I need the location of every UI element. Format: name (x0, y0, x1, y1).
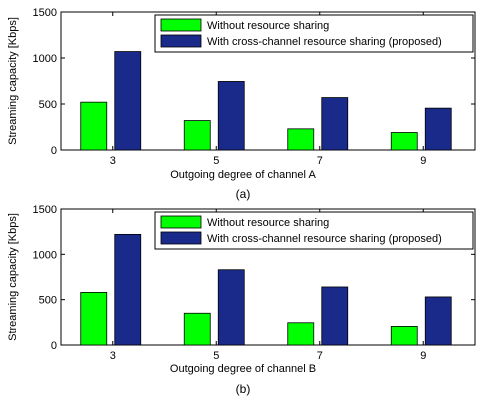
panel-caption: (a) (236, 187, 251, 201)
bar-without-sharing (390, 132, 418, 151)
y-tick-label: 0 (51, 145, 57, 157)
legend-label: With cross-channel resource sharing (pro… (207, 233, 442, 245)
x-tick-label: 3 (110, 155, 116, 167)
x-tick-label: 9 (420, 155, 426, 167)
x-tick-label: 5 (213, 350, 219, 362)
bar-with-sharing (424, 296, 452, 346)
chart-panel-1: 0 500 1000 1500 3 5 7 9 Outgoing degree of chann… (7, 7, 476, 201)
bar-with-sharing (321, 97, 349, 151)
y-axis-label: Streaming capacity [Kbps] (7, 213, 19, 341)
bar-without-sharing (287, 322, 315, 346)
bar-without-sharing (287, 128, 315, 151)
legend-box (154, 211, 474, 250)
x-axis-label: Outgoing degree of channel A (170, 169, 316, 181)
bar-with-sharing (114, 233, 142, 346)
legend-label: Without resource sharing (207, 20, 329, 32)
x-axis-label: Outgoing degree of channel B (170, 363, 316, 375)
y-tick-label: 1500 (33, 204, 57, 216)
x-tick-label: 5 (213, 155, 219, 167)
y-tick-label: 1000 (33, 53, 57, 65)
y-tick-label: 1000 (33, 249, 57, 261)
x-tick-label: 9 (420, 350, 426, 362)
y-tick-label: 500 (39, 295, 57, 307)
x-tick-label: 7 (317, 155, 323, 167)
legend-swatch (160, 215, 202, 229)
bar-with-sharing (217, 81, 245, 151)
bar-without-sharing (183, 312, 211, 346)
x-tick-label: 7 (317, 350, 323, 362)
legend-swatch (160, 34, 202, 48)
bar-with-sharing (217, 269, 245, 346)
y-axis-label: Streaming capacity [Kbps] (7, 17, 19, 145)
legend-swatch (160, 18, 202, 32)
bar-with-sharing (114, 51, 142, 151)
legend-label: Without resource sharing (207, 217, 329, 229)
bar-without-sharing (80, 292, 108, 346)
panel-caption: (b) (236, 382, 251, 396)
legend-label: With cross-channel resource sharing (pro… (207, 36, 442, 48)
legend-box (154, 14, 474, 53)
legend: Without resource sharing With cross-chann… (154, 211, 474, 250)
chart-panel-2: 0 500 1000 1500 3 5 7 9 Outgoing degree of chann… (7, 204, 476, 396)
bar-without-sharing (80, 101, 108, 151)
bar-without-sharing (183, 120, 211, 151)
bar-with-sharing (424, 107, 452, 151)
bar-without-sharing (390, 326, 418, 346)
y-tick-label: 1500 (33, 7, 57, 19)
x-tick-label: 3 (110, 350, 116, 362)
legend: Without resource sharing With cross-chann… (154, 14, 474, 53)
y-tick-label: 500 (39, 99, 57, 111)
y-tick-label: 0 (51, 340, 57, 352)
legend-swatch (160, 231, 202, 245)
bar-with-sharing (321, 286, 349, 346)
